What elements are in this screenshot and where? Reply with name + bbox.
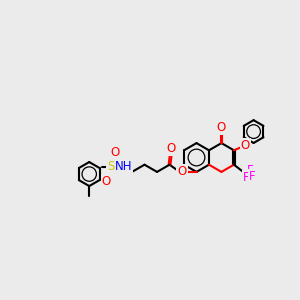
Text: NH: NH [115, 160, 132, 173]
Text: F: F [243, 171, 250, 184]
Text: O: O [102, 175, 111, 188]
Text: O: O [178, 165, 187, 178]
Text: O: O [167, 142, 176, 155]
Text: S: S [107, 160, 115, 173]
Text: F: F [247, 164, 253, 177]
Text: O: O [241, 139, 250, 152]
Text: O: O [110, 146, 120, 159]
Text: F: F [249, 170, 256, 183]
Text: O: O [217, 121, 226, 134]
